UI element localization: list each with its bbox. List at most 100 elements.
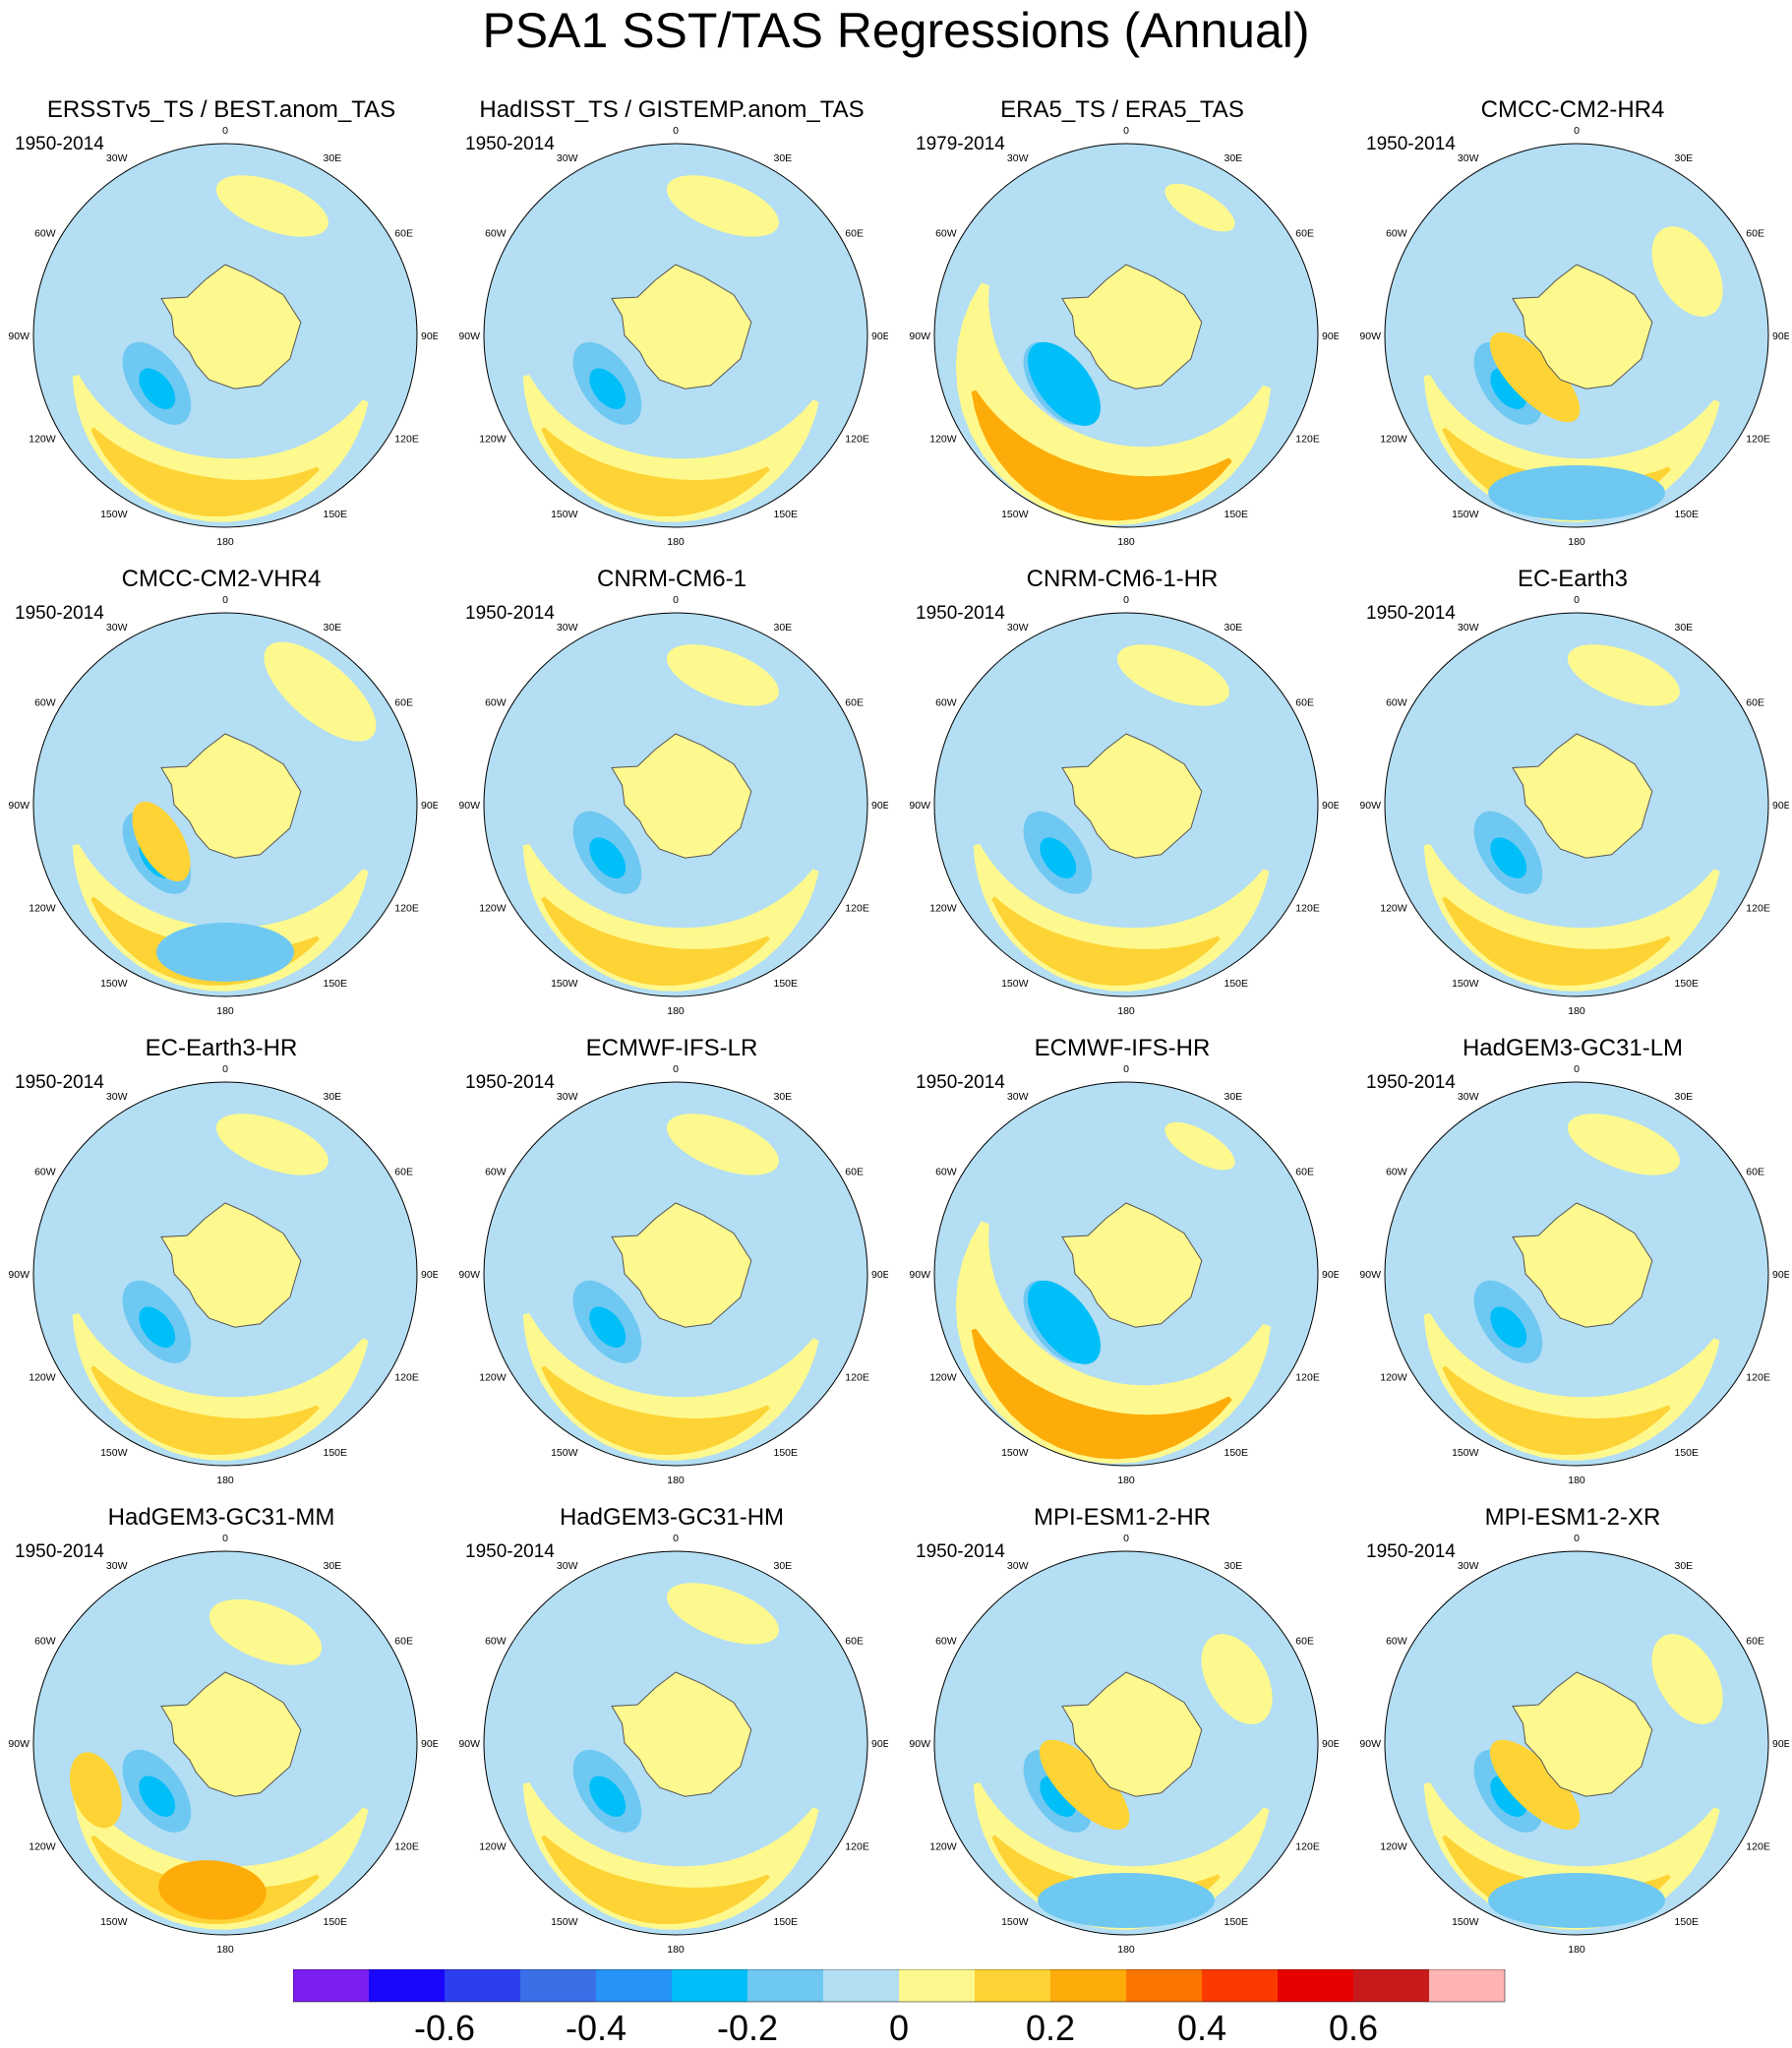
longitude-label: 120W — [479, 903, 507, 915]
warm-atlantic — [666, 1583, 779, 1645]
longitude-label: 60E — [394, 697, 413, 709]
panel-title: ERA5_TS / ERA5_TAS — [1000, 96, 1244, 123]
longitude-label: 90E — [1322, 331, 1339, 342]
longitude-label: 120E — [394, 1841, 419, 1853]
longitude-label: 150E — [324, 1447, 348, 1459]
longitude-label: 30E — [774, 622, 793, 633]
longitude-label: 180 — [667, 1475, 685, 1486]
longitude-label: 120W — [929, 1841, 957, 1853]
cold-core — [139, 1776, 176, 1817]
antarctica — [1061, 1202, 1203, 1328]
longitude-label: 120W — [479, 1372, 507, 1384]
longitude-label: 90E — [421, 800, 438, 812]
map-panel: 0 30E 60E 90E 120E 150E 180 150W 120W 90W 60W 30W EC… — [1356, 566, 1789, 1028]
colorbar-swatch — [899, 1969, 975, 2002]
longitude-label: 0 — [1574, 594, 1580, 606]
panel-title: HadGEM3-GC31-MM — [107, 1504, 335, 1531]
map-panel: 0 30E 60E 90E 120E 150E 180 150W 120W 90W 60W 30W CM… — [1356, 96, 1789, 559]
longitude-label: 60E — [1295, 1167, 1314, 1178]
longitude-label: 150E — [1225, 1916, 1249, 1928]
longitude-label: 150W — [100, 1916, 128, 1928]
panel-title: HadGEM3-GC31-LM — [1462, 1035, 1684, 1061]
longitude-label: 90E — [1772, 1269, 1789, 1281]
longitude-label: 30W — [1458, 1091, 1479, 1103]
longitude-label: 150W — [1452, 1916, 1479, 1928]
colorbar-swatch — [293, 1969, 369, 2002]
longitude-label: 90W — [1359, 1269, 1381, 1281]
longitude-label: 120E — [1295, 1841, 1320, 1853]
warm-core — [90, 427, 320, 516]
antarctica — [1512, 1671, 1653, 1797]
map-boundary — [1384, 612, 1769, 997]
longitude-label: 90W — [1359, 331, 1381, 342]
longitude-label: 90E — [1322, 800, 1339, 812]
longitude-label: 150W — [551, 1447, 578, 1459]
longitude-label: 30E — [1675, 622, 1694, 633]
colorbar-swatch — [672, 1969, 747, 2002]
longitude-label: 30E — [324, 622, 342, 633]
longitude-label: 30W — [106, 622, 128, 633]
cold-core — [139, 368, 176, 409]
panel-title: CMCC-CM2-HR4 — [1480, 96, 1665, 123]
longitude-label: 90W — [8, 1269, 30, 1281]
colorbar-swatch — [823, 1969, 899, 2002]
warm-indian — [1651, 226, 1723, 317]
longitude-label: 150W — [100, 1447, 128, 1459]
cold-core-strong — [1028, 341, 1101, 426]
antarctica — [160, 1202, 302, 1328]
panel-title: MPI-ESM1-2-XR — [1484, 1504, 1661, 1531]
warm-atlantic — [215, 1114, 329, 1175]
warm-indian — [1201, 1634, 1273, 1724]
longitude-label: 0 — [1574, 1533, 1580, 1544]
longitude-label: 120W — [929, 1372, 957, 1384]
longitude-label: 180 — [1117, 1475, 1135, 1486]
longitude-label: 90E — [1772, 331, 1789, 342]
map-boundary — [32, 1550, 418, 1936]
longitude-label: 120W — [29, 903, 56, 915]
longitude-label: 0 — [1123, 1063, 1129, 1075]
longitude-label: 150W — [100, 978, 128, 990]
longitude-label: 60E — [845, 697, 864, 709]
colorbar-swatch — [1050, 1969, 1126, 2002]
longitude-label: 120W — [479, 434, 507, 446]
longitude-label: 90E — [1322, 1738, 1339, 1750]
longitude-label: 60W — [485, 1636, 507, 1648]
longitude-label: 120W — [929, 903, 957, 915]
longitude-label: 60W — [485, 697, 507, 709]
longitude-label: 30W — [1458, 152, 1479, 164]
longitude-label: 90E — [1772, 1738, 1789, 1750]
longitude-label: 30W — [557, 1091, 578, 1103]
longitude-label: 30E — [324, 1091, 342, 1103]
longitude-label: 180 — [216, 1005, 234, 1017]
warm-atlantic — [666, 175, 779, 237]
warm-atlantic — [666, 644, 779, 706]
colorbar-swatch — [975, 1969, 1050, 2002]
map-panel: 0 30E 60E 90E 120E 150E 180 150W 120W 90W 60W 30W ER… — [5, 96, 438, 559]
longitude-label: 120E — [394, 903, 419, 915]
longitude-label: 0 — [1123, 594, 1129, 606]
longitude-label: 120W — [29, 1841, 56, 1853]
longitude-label: 150E — [1225, 1447, 1249, 1459]
panel-title: ERSSTv5_TS / BEST.anom_TAS — [46, 96, 396, 123]
cold-core — [589, 837, 627, 878]
map-boundary — [32, 1081, 418, 1467]
panel-title: CNRM-CM6-1-HR — [1026, 566, 1219, 592]
panel-title: HadISST_TS / GISTEMP.anom_TAS — [479, 96, 865, 123]
longitude-label: 150W — [551, 1916, 578, 1928]
longitude-label: 0 — [222, 1533, 228, 1544]
longitude-label: 60E — [394, 1636, 413, 1648]
longitude-label: 150E — [774, 509, 799, 520]
warm-core — [541, 1835, 770, 1924]
antarctica — [611, 1671, 752, 1797]
longitude-label: 90E — [1772, 800, 1789, 812]
longitude-label: 30W — [106, 1560, 128, 1572]
polar-map: 0 30E 60E 90E 120E 150E 180 150W 120W 90W 60W 30W — [8, 125, 438, 548]
longitude-label: 30W — [1458, 1560, 1479, 1572]
longitude-label: 120E — [1746, 1841, 1770, 1853]
map-boundary — [32, 143, 418, 528]
panel-period: 1950-2014 — [465, 1072, 555, 1093]
warm-polar-anomaly — [1039, 1739, 1130, 1831]
longitude-label: 90E — [871, 800, 888, 812]
panel-period: 1950-2014 — [15, 1541, 104, 1562]
longitude-label: 30W — [1007, 1560, 1029, 1572]
